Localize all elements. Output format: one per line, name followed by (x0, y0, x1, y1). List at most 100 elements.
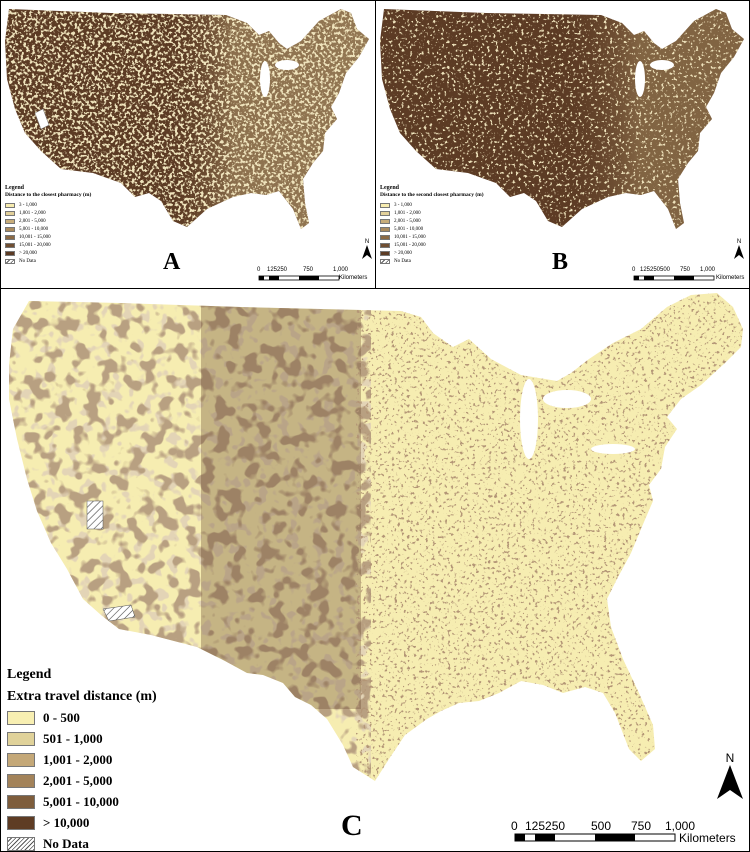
legend-item: 2,001 - 5,000 (5, 217, 91, 225)
legend-title: Legend (7, 667, 52, 682)
legend-b: Legend Distance to the second closest ph… (380, 185, 484, 265)
legend-swatch (7, 794, 35, 809)
legend-label: 10,001 - 15,000 (19, 234, 51, 240)
legend-label: No Data (19, 258, 36, 264)
legend-subtitle: Distance to the second closest pharmacy … (380, 192, 484, 198)
scale-tick-label: 125250 (640, 267, 661, 273)
us-map-c (9, 293, 743, 781)
legend-item: No Data (5, 257, 91, 265)
scale-bar-graphic (633, 275, 715, 281)
legend-classes: 3 - 1,000 1,001 - 2,000 2,001 - 5,000 5,001… (380, 201, 484, 265)
scale-tick-label: 0 (632, 267, 636, 273)
legend-item: 501 - 1,000 (7, 728, 157, 749)
legend-item: 10,001 - 15,000 (380, 233, 484, 241)
legend-item: 10,001 - 15,000 (5, 233, 91, 241)
scale-tick-label: 0 (257, 267, 261, 273)
legend-swatch (380, 234, 390, 240)
legend-label: 3 - 1,000 (19, 202, 37, 208)
legend-label: 3 - 1,000 (394, 202, 412, 208)
legend-swatch (5, 202, 15, 208)
legend-swatch (380, 250, 390, 256)
scale-tick-label: 500 (660, 267, 671, 273)
legend-classes: 0 - 500 501 - 1,000 1,001 - 2,000 2,001 - 5… (7, 707, 157, 851)
legend-label: 15,001 - 20,000 (19, 242, 51, 248)
legend-label: 501 - 1,000 (43, 730, 103, 746)
scale-unit: Kilometers (339, 275, 368, 281)
legend-swatch (380, 242, 390, 248)
lake-erie (591, 444, 635, 454)
panel-label-a: A (163, 249, 181, 275)
north-label: N (364, 239, 370, 245)
legend-item: > 20,000 (5, 249, 91, 257)
us-map-b (380, 9, 744, 229)
legend-item: No Data (380, 257, 484, 265)
lake-huron (543, 390, 591, 408)
legend-label: 5,001 - 10,000 (43, 793, 119, 809)
legend-label: 5,001 - 10,000 (19, 226, 49, 232)
legend-swatch (380, 218, 390, 224)
legend-label: > 20,000 (19, 250, 37, 256)
legend-item: 2,001 - 5,000 (380, 217, 484, 225)
scale-unit: Kilometers (679, 831, 736, 845)
panel-label-b: B (552, 249, 569, 275)
north-label: N (736, 239, 742, 245)
legend-item: > 10,000 (7, 812, 157, 833)
legend-item: 5,001 - 10,000 (7, 791, 157, 812)
legend-item: 1,001 - 2,000 (380, 209, 484, 217)
legend-swatch (5, 218, 15, 224)
scale-tick-label: 750 (631, 819, 652, 833)
legend-swatch (380, 258, 390, 264)
legend-label: 1,001 - 2,000 (43, 751, 113, 767)
legend-label: 2,001 - 5,000 (394, 218, 421, 224)
legend-swatch (7, 773, 35, 788)
legend-swatch (5, 226, 15, 232)
no-data-area (102, 604, 136, 622)
scale-tick-label: 750 (680, 267, 691, 273)
legend-item: 1,001 - 2,000 (7, 749, 157, 770)
legend-label: 1,001 - 2,000 (394, 210, 421, 216)
legend-item: 3 - 1,000 (380, 201, 484, 209)
legend-swatch (380, 210, 390, 216)
legend-label: No Data (394, 258, 411, 264)
legend-item: 5,001 - 10,000 (5, 225, 91, 233)
panel-label-c: C (341, 809, 363, 842)
scale-tick-label: 1,000 (665, 819, 696, 833)
legend-swatch (5, 242, 15, 248)
scale-bar-graphic (258, 275, 340, 281)
legend-label: 15,001 - 20,000 (394, 242, 426, 248)
legend-title: Legend (5, 185, 25, 191)
legend-item: 2,001 - 5,000 (7, 770, 157, 791)
legend-c: Legend Extra travel distance (m) 0 - 500… (7, 667, 157, 851)
legend-swatch (5, 250, 15, 256)
scale-tick-label: 125250 (267, 267, 288, 273)
legend-label: 1,001 - 2,000 (19, 210, 46, 216)
legend-swatch (7, 731, 35, 746)
scale-tick-label: 0 (511, 819, 518, 833)
no-data-area (86, 500, 104, 530)
legend-swatch (7, 836, 35, 851)
legend-label: > 20,000 (394, 250, 412, 256)
scale-tick-label: 1,000 (700, 267, 716, 273)
legend-item: 0 - 500 (7, 707, 157, 728)
legend-label: 2,001 - 5,000 (43, 772, 113, 788)
legend-item: > 20,000 (380, 249, 484, 257)
legend-swatch (5, 258, 15, 264)
north-arrow-a: N (361, 239, 373, 259)
north-arrow-b: N (733, 239, 745, 259)
legend-label: 2,001 - 5,000 (19, 218, 46, 224)
map-panel-b: Legend Distance to the second closest ph… (375, 0, 750, 289)
legend-item: 1,001 - 2,000 (5, 209, 91, 217)
lake-michigan (520, 379, 538, 459)
north-arrow-icon (717, 765, 743, 799)
legend-swatch (5, 210, 15, 216)
scale-tick-label: 1,000 (333, 267, 349, 273)
scale-bar-a: 0 125250 750 1,000 Kilometers (257, 267, 368, 281)
scale-unit: Kilometers (716, 275, 745, 281)
legend-item: 5,001 - 10,000 (380, 225, 484, 233)
legend-swatch (380, 226, 390, 232)
legend-item: No Data (7, 833, 157, 851)
scale-tick-label: 500 (591, 819, 612, 833)
legend-swatch (7, 710, 35, 725)
scale-bar-b: 0 125250 500 750 1,000 Kilometers (632, 267, 744, 281)
legend-swatch (5, 234, 15, 240)
